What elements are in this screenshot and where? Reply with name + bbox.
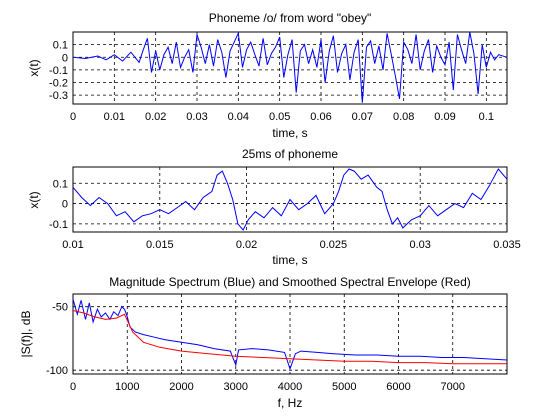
panel-1-xtick-label: 0 bbox=[70, 111, 76, 123]
panel-3: Magnitude Spectrum (Blue) and Smoothed S… bbox=[19, 275, 508, 410]
panel-2-xticks: 0.01 0.015 0.02 0.025 0.03 0.035 bbox=[62, 239, 520, 251]
panel-1-xtick-label: 0.08 bbox=[393, 111, 414, 123]
panel-2-xlabel: time, s bbox=[272, 253, 307, 267]
panel-2-xtick-label: 0.035 bbox=[493, 239, 521, 251]
panel-3-grid bbox=[72, 294, 507, 374]
panel-2-grid bbox=[72, 167, 508, 232]
panel-2-xtick-label: 0.025 bbox=[320, 239, 348, 251]
panel-3-xtick-label: 6000 bbox=[386, 381, 410, 393]
panel-1-ytick-label: 0 bbox=[62, 52, 68, 64]
panel-1-ytick-label: -0.3 bbox=[49, 90, 68, 102]
panel-2-ytick-label: 0 bbox=[62, 199, 68, 211]
panel-2-xtick-label: 0.01 bbox=[62, 239, 83, 251]
panel-3-xticks: 0 1000 2000 3000 4000 5000 6000 7000 bbox=[70, 381, 465, 393]
panel-2-xtick-label: 0.03 bbox=[409, 239, 430, 251]
panel-3-ylabel: |S(f)|, dB bbox=[19, 311, 33, 358]
panel-3-yticks: -50 -100 bbox=[46, 302, 68, 377]
panel-2-xtick-label: 0.015 bbox=[146, 239, 174, 251]
panel-1-ytick-label: -0.2 bbox=[49, 78, 68, 90]
panel-3-xtick-label: 5000 bbox=[332, 381, 356, 393]
panel-1-xtick-label: 0.06 bbox=[310, 111, 331, 123]
panel-2-ytick-label: 0.1 bbox=[53, 178, 68, 190]
panel-2: 25ms of phoneme 0.01 0.015 0.02 0.025 0.03 0.… bbox=[27, 147, 521, 267]
panel-1-yticks: 0.10-0.1-0.2-0.3 bbox=[49, 40, 68, 103]
panel-3-xtick-label: 4000 bbox=[278, 381, 302, 393]
panel-2-xtick-label: 0.02 bbox=[236, 239, 257, 251]
panel-1-xtick-label: 0.1 bbox=[479, 111, 494, 123]
panel-1-ytick-label: 0.1 bbox=[53, 40, 68, 52]
panel-3-xtick-label: 0 bbox=[70, 381, 76, 393]
panel-1-title: Phoneme /o/ from word "obey" bbox=[209, 11, 372, 25]
panel-3-xtick-label: 3000 bbox=[224, 381, 248, 393]
panel-1-xtick-label: 0.07 bbox=[352, 111, 373, 123]
panel-1-axes bbox=[72, 31, 508, 105]
panel-1-xticks: 0 0.01 0.02 0.03 0.04 0.05 0.06 0.07 0.08 0.09 0.1 bbox=[70, 111, 494, 123]
panel-1-xtick-label: 0.01 bbox=[104, 111, 125, 123]
panel-1-xtick-label: 0.04 bbox=[228, 111, 249, 123]
panel-2-yticks: 0.1 0 -0.1 bbox=[49, 178, 68, 231]
panel-3-xtick-label: 1000 bbox=[115, 381, 139, 393]
panel-3-ytick-label: -100 bbox=[46, 365, 68, 377]
panel-2-ylabel: x(t) bbox=[27, 191, 41, 208]
panel-1-xlabel: time, s bbox=[272, 126, 307, 140]
panel-1: Phoneme /o/ from word "obey" 0 0.01 0.02 0.… bbox=[27, 11, 508, 140]
panel-3-ytick-label: -50 bbox=[52, 302, 68, 314]
panel-2-title: 25ms of phoneme bbox=[242, 147, 338, 161]
panel-1-xtick-label: 0.02 bbox=[145, 111, 166, 123]
panel-1-ytick-label: -0.1 bbox=[49, 65, 68, 77]
panel-1-ylabel: x(t) bbox=[27, 59, 41, 76]
panel-1-series-line bbox=[72, 31, 508, 103]
panel-1-xtick-label: 0.05 bbox=[269, 111, 290, 123]
panel-3-title: Magnitude Spectrum (Blue) and Smoothed S… bbox=[109, 275, 471, 289]
panel-3-xtick-label: 2000 bbox=[169, 381, 193, 393]
panel-1-xtick-label: 0.03 bbox=[186, 111, 207, 123]
panel-3-xtick-label: 7000 bbox=[441, 381, 465, 393]
panel-3-series-2-line bbox=[72, 310, 507, 365]
panel-1-xtick-label: 0.09 bbox=[434, 111, 455, 123]
panel-3-xlabel: f, Hz bbox=[278, 396, 303, 410]
panel-3-series-1-line bbox=[72, 298, 508, 371]
panel-2-series-line bbox=[72, 168, 508, 231]
panel-2-ytick-label: -0.1 bbox=[49, 219, 68, 231]
